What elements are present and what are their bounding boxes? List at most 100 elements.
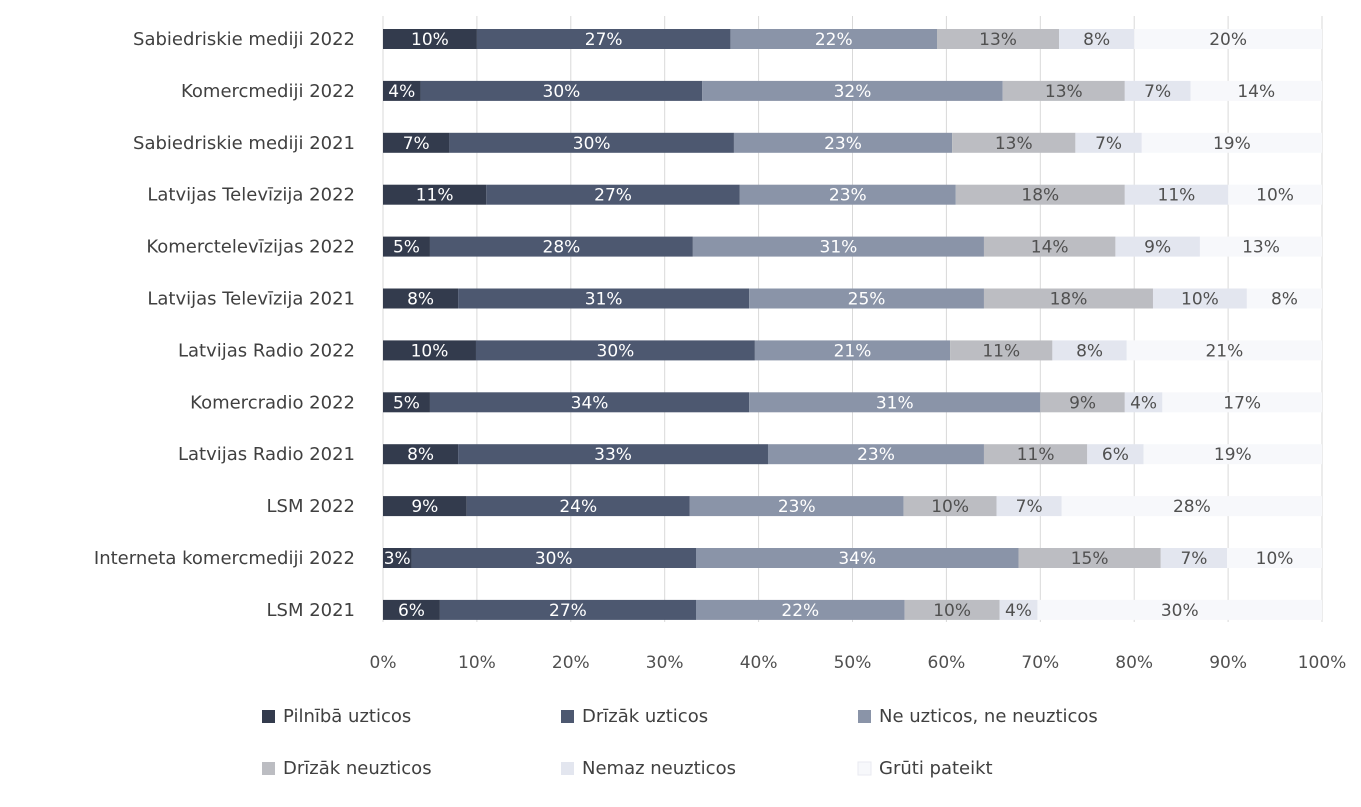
bar-segment bbox=[692, 236, 984, 257]
bar-segment bbox=[383, 288, 459, 309]
data-label: 28% bbox=[1173, 497, 1211, 517]
bar-segment bbox=[1246, 288, 1322, 309]
x-tick-label: 20% bbox=[552, 653, 590, 673]
bar-segment bbox=[1124, 392, 1163, 413]
data-label: 25% bbox=[848, 290, 886, 310]
x-tick-label: 30% bbox=[646, 653, 684, 673]
data-label: 8% bbox=[1076, 341, 1103, 361]
data-label: 23% bbox=[829, 186, 867, 206]
bar-segment bbox=[383, 599, 440, 620]
x-axis-tick-labels: 0% 10% 20% 30% 40% 50% 60% 70% 80% 90% 100% bbox=[370, 653, 1347, 673]
data-label: 15% bbox=[1071, 549, 1109, 569]
data-label: 32% bbox=[834, 82, 872, 102]
bar-segment bbox=[1228, 184, 1322, 205]
bar-segment bbox=[1061, 496, 1322, 517]
data-label: 7% bbox=[1144, 82, 1171, 102]
category-label: Interneta komercmediji 2022 bbox=[94, 548, 355, 569]
data-label: 7% bbox=[403, 134, 430, 154]
data-label: 10% bbox=[933, 601, 971, 621]
bar-segment bbox=[383, 392, 430, 413]
bar-segment bbox=[383, 496, 467, 517]
legend-label: Pilnībā uzticos bbox=[283, 706, 411, 727]
bar-segment bbox=[749, 392, 1041, 413]
bar-segment bbox=[383, 80, 421, 101]
legend-label: Grūti pateikt bbox=[879, 758, 993, 779]
data-label: 19% bbox=[1213, 134, 1251, 154]
data-labels: 10% 27% 22% 13% 8% 20% 4% 30% 32% 13% 7% 14% 7% 30% 23… bbox=[384, 30, 1298, 621]
data-label: 21% bbox=[834, 341, 872, 361]
legend-label: Drīzāk uzticos bbox=[582, 706, 708, 727]
bar-segment bbox=[458, 444, 768, 465]
bar-segment bbox=[1040, 392, 1125, 413]
legend-swatch bbox=[858, 710, 871, 723]
bar-segment bbox=[904, 599, 1000, 620]
data-label: 7% bbox=[1016, 497, 1043, 517]
data-label: 21% bbox=[1205, 341, 1243, 361]
bar-segment bbox=[1124, 80, 1191, 101]
bar-segment bbox=[1052, 340, 1127, 361]
data-label: 8% bbox=[1083, 30, 1110, 50]
bar-segment bbox=[950, 340, 1053, 361]
bar-segment bbox=[466, 496, 690, 517]
data-label: 10% bbox=[1256, 549, 1294, 569]
data-label: 17% bbox=[1223, 393, 1261, 413]
data-label: 9% bbox=[411, 497, 438, 517]
data-label: 18% bbox=[1021, 186, 1059, 206]
data-label: 10% bbox=[411, 30, 449, 50]
bar-segment bbox=[1126, 340, 1322, 361]
data-label: 5% bbox=[393, 238, 420, 258]
data-label: 23% bbox=[824, 134, 862, 154]
category-label: Komerctelevīzijas 2022 bbox=[146, 237, 355, 258]
data-label: 28% bbox=[543, 238, 581, 258]
bar-segment bbox=[1134, 29, 1322, 49]
legend-label: Nemaz neuzticos bbox=[582, 758, 736, 779]
category-label: Latvijas Radio 2021 bbox=[178, 444, 355, 465]
data-label: 11% bbox=[1017, 445, 1055, 465]
bar-segment bbox=[1075, 132, 1142, 153]
bar-segment bbox=[955, 184, 1125, 205]
legend-swatch bbox=[262, 762, 275, 775]
data-label: 22% bbox=[815, 30, 853, 50]
category-label: Komercmediji 2022 bbox=[181, 81, 355, 102]
bar-segment bbox=[1059, 29, 1135, 49]
x-tick-label: 0% bbox=[370, 653, 397, 673]
bar-segment bbox=[702, 80, 1003, 101]
bar-segment bbox=[749, 288, 984, 309]
x-tick-label: 10% bbox=[458, 653, 496, 673]
bar-segment bbox=[1227, 548, 1322, 568]
bar-segment bbox=[429, 392, 750, 413]
category-label: Sabiedriskie mediji 2021 bbox=[133, 133, 355, 154]
data-label: 30% bbox=[573, 134, 611, 154]
bar-segment bbox=[383, 132, 450, 153]
bar-segment bbox=[449, 132, 734, 153]
bar-segment bbox=[1037, 599, 1322, 620]
bar-segment bbox=[1199, 236, 1322, 257]
legend-swatch bbox=[561, 762, 574, 775]
data-label: 31% bbox=[820, 238, 858, 258]
x-tick-label: 60% bbox=[928, 653, 966, 673]
x-tick-label: 90% bbox=[1209, 653, 1247, 673]
bar-segment bbox=[458, 288, 750, 309]
bar-segment bbox=[411, 548, 696, 568]
data-label: 14% bbox=[1031, 238, 1069, 258]
category-label: Latvijas Televīzija 2022 bbox=[147, 185, 355, 206]
bar-segment bbox=[1143, 444, 1322, 465]
bar-segment bbox=[983, 288, 1153, 309]
data-label: 30% bbox=[543, 82, 581, 102]
data-label: 10% bbox=[411, 341, 449, 361]
data-label: 13% bbox=[979, 30, 1017, 50]
data-label: 27% bbox=[594, 186, 632, 206]
bar-segment bbox=[696, 548, 1019, 568]
bar-segment bbox=[383, 184, 487, 205]
bar-segment bbox=[999, 599, 1038, 620]
data-label: 8% bbox=[1271, 290, 1298, 310]
category-label: Sabiedriskie mediji 2022 bbox=[133, 29, 355, 50]
data-label: 6% bbox=[398, 601, 425, 621]
data-label: 31% bbox=[585, 290, 623, 310]
bar-segment bbox=[383, 444, 459, 465]
category-label: Latvijas Radio 2022 bbox=[178, 340, 355, 361]
bar-segment bbox=[1115, 236, 1200, 257]
legend-label: Drīzāk neuzticos bbox=[283, 758, 432, 779]
bar-segment bbox=[1152, 288, 1247, 309]
data-label: 5% bbox=[393, 393, 420, 413]
